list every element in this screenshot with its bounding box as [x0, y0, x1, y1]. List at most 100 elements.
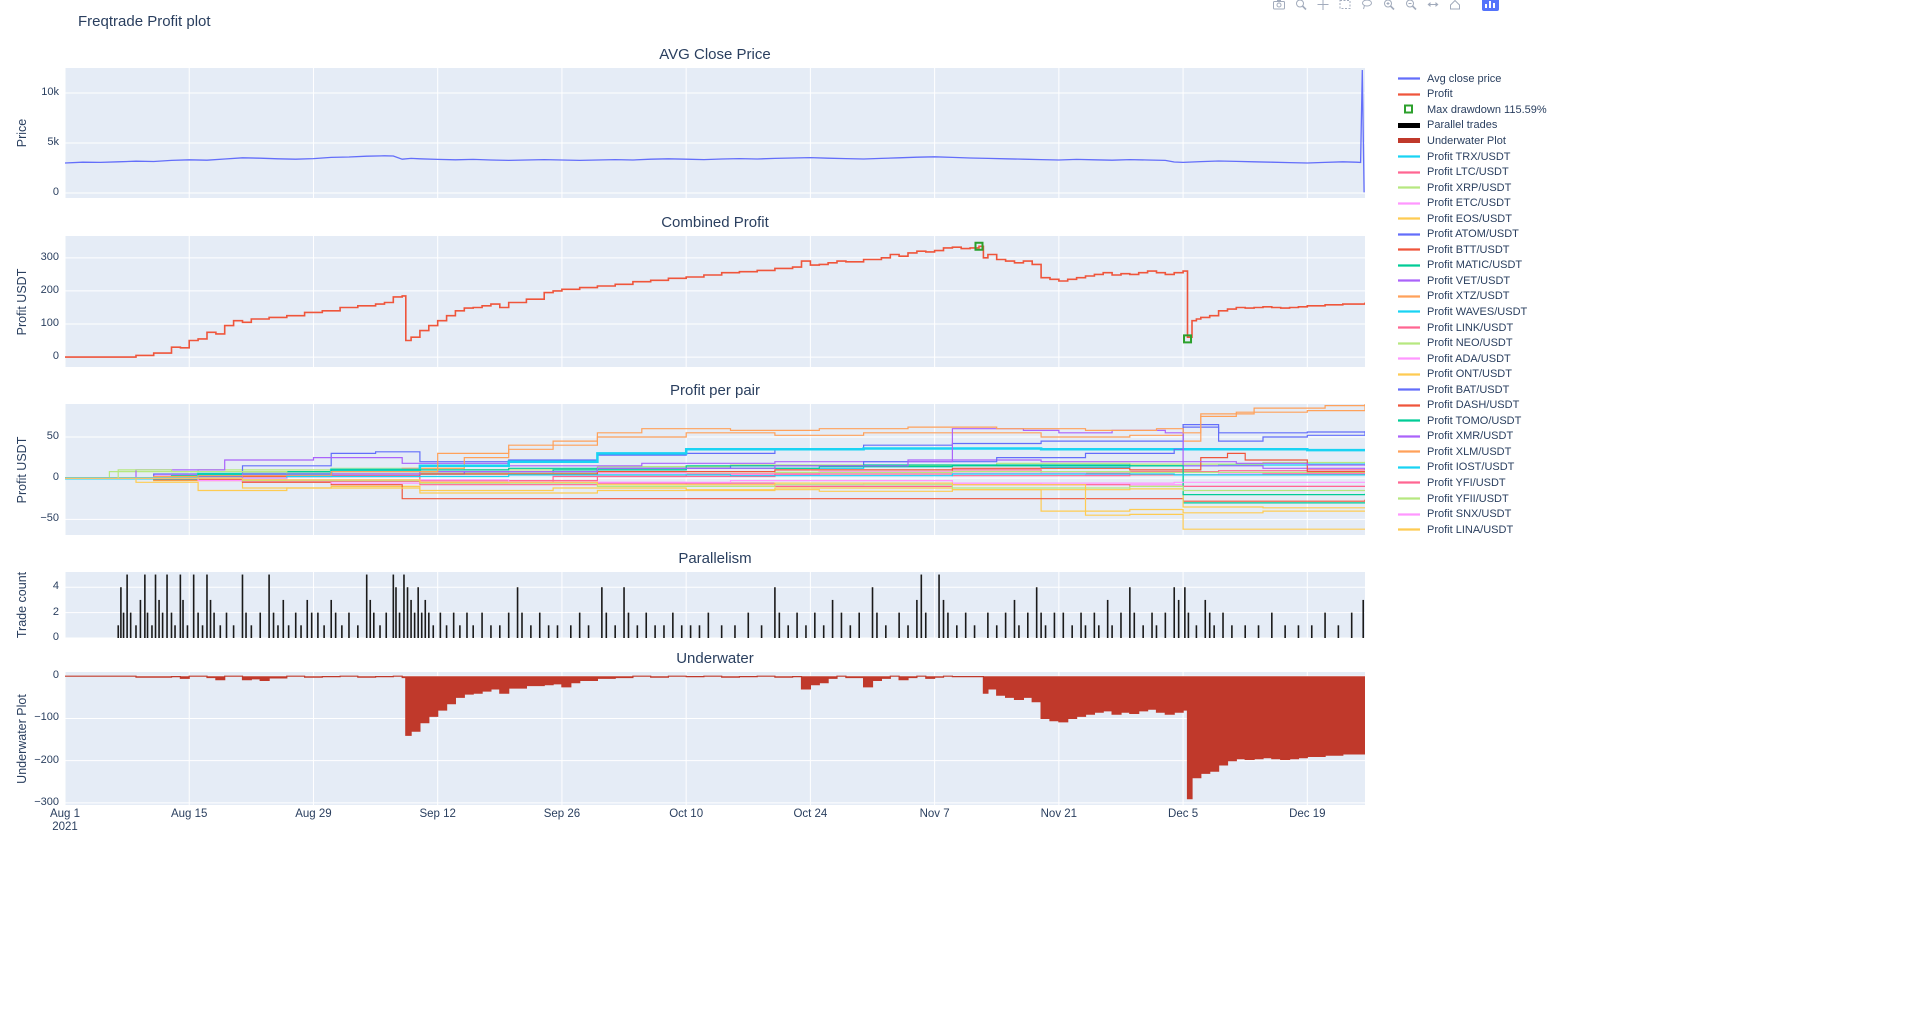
legend-item-profit-yfii-usdt[interactable]: Profit YFII/USDT — [1396, 491, 1547, 507]
legend-item-profit-xlm-usdt[interactable]: Profit XLM/USDT — [1396, 444, 1547, 460]
xaxis-tick-label: Aug 29 — [295, 808, 332, 820]
legend-item-profit-link-usdt[interactable]: Profit LINK/USDT — [1396, 320, 1547, 336]
trade-count-bar — [186, 625, 189, 638]
legend-item-profit-trx-usdt[interactable]: Profit TRX/USDT — [1396, 149, 1547, 165]
trade-count-bar — [995, 625, 998, 638]
trade-count-bar — [192, 574, 195, 638]
box-select-icon[interactable] — [1338, 0, 1352, 11]
trade-count-bar — [1184, 587, 1186, 638]
combined-profit-background — [65, 236, 1365, 367]
legend-item-avg-close-price[interactable]: Avg close price — [1396, 71, 1547, 87]
legend-item-profit-bat-usdt[interactable]: Profit BAT/USDT — [1396, 382, 1547, 398]
legend-item-max-drawdown-115-59[interactable]: Max drawdown 115.59% — [1396, 102, 1547, 118]
trade-count-bar — [1173, 587, 1176, 638]
legend-item-profit-iost-usdt[interactable]: Profit IOST/USDT — [1396, 460, 1547, 476]
trade-count-bar — [645, 612, 648, 638]
legend-item-profit-ada-usdt[interactable]: Profit ADA/USDT — [1396, 351, 1547, 367]
legend-item-profit-btt-usdt[interactable]: Profit BTT/USDT — [1396, 242, 1547, 258]
trade-count-bar — [956, 625, 958, 638]
trade-count-bar — [774, 587, 776, 638]
legend-label: Profit BTT/USDT — [1427, 243, 1510, 256]
trade-count-bar — [547, 625, 550, 638]
trade-count-bar — [428, 612, 430, 638]
legend-item-parallel-trades[interactable]: Parallel trades — [1396, 118, 1547, 134]
legend-item-profit-lina-usdt[interactable]: Profit LINA/USDT — [1396, 522, 1547, 538]
series-profit-dash-usdt — [65, 452, 1365, 479]
trade-count-bar — [1310, 625, 1313, 638]
trade-count-bar — [822, 625, 825, 638]
trade-count-bar — [734, 625, 736, 638]
trade-count-bar — [490, 625, 492, 638]
legend-label: Profit NEO/USDT — [1427, 337, 1513, 350]
trade-count-bar — [1133, 612, 1136, 638]
legend-item-profit-neo-usdt[interactable]: Profit NEO/USDT — [1396, 335, 1547, 351]
trade-count-bar — [920, 574, 923, 638]
legend-item-profit-etc-usdt[interactable]: Profit ETC/USDT — [1396, 195, 1547, 211]
legend-line-icon — [1398, 233, 1420, 236]
series-avg-close-price — [65, 69, 1365, 193]
legend-item-profit-waves-usdt[interactable]: Profit WAVES/USDT — [1396, 304, 1547, 320]
pan-icon[interactable] — [1316, 0, 1330, 11]
trade-count-bar — [605, 612, 608, 638]
legend-item-profit-ltc-usdt[interactable]: Profit LTC/USDT — [1396, 164, 1547, 180]
combined-profit-plot[interactable] — [65, 236, 1365, 367]
avg-close-price-plot[interactable] — [65, 68, 1365, 198]
legend-item-profit-eos-usdt[interactable]: Profit EOS/USDT — [1396, 211, 1547, 227]
trade-count-bar — [849, 625, 852, 638]
legend-item-profit-snx-usdt[interactable]: Profit SNX/USDT — [1396, 506, 1547, 522]
zoom-in-icon[interactable] — [1382, 0, 1396, 11]
trade-count-bar — [805, 625, 807, 638]
trade-count-bar — [1244, 625, 1247, 638]
page-title: Freqtrade Profit plot — [78, 13, 211, 30]
trade-count-bar — [1350, 612, 1353, 638]
trade-count-bar — [209, 599, 212, 638]
legend-item-profit-yfi-usdt[interactable]: Profit YFI/USDT — [1396, 475, 1547, 491]
trade-count-bar — [942, 599, 945, 638]
trade-count-bar — [432, 625, 435, 638]
trade-count-bar — [1111, 625, 1113, 638]
legend-item-profit-matic-usdt[interactable]: Profit MATIC/USDT — [1396, 258, 1547, 274]
legend-line-icon — [1398, 466, 1420, 469]
underwater-ytick-label: 0 — [52, 669, 59, 682]
legend-item-profit-dash-usdt[interactable]: Profit DASH/USDT — [1396, 397, 1547, 413]
legend-item-profit-vet-usdt[interactable]: Profit VET/USDT — [1396, 273, 1547, 289]
trade-count-bar — [1093, 612, 1096, 638]
series-profit-xmr-usdt — [65, 428, 1365, 479]
underwater-title: Underwater — [676, 650, 754, 667]
legend-item-profit-ont-usdt[interactable]: Profit ONT/USDT — [1396, 366, 1547, 382]
legend-line-icon — [1398, 310, 1420, 314]
legend-item-underwater-plot[interactable]: Underwater Plot — [1396, 133, 1547, 149]
trade-count-bar — [1231, 625, 1233, 638]
zoom-icon[interactable] — [1294, 0, 1308, 11]
legend-label: Profit SNX/USDT — [1427, 508, 1512, 521]
legend-line-icon — [1398, 93, 1420, 96]
plotly-logo-icon[interactable] — [1482, 0, 1499, 11]
underwater-plot[interactable] — [65, 672, 1365, 805]
trade-count-bar — [760, 625, 763, 638]
legend-line-icon — [1398, 404, 1420, 407]
trade-count-bar — [439, 612, 442, 638]
trade-count-bar — [1129, 587, 1131, 638]
camera-icon[interactable] — [1272, 0, 1286, 11]
autoscale-icon[interactable] — [1426, 0, 1440, 11]
trade-count-bar — [341, 625, 343, 638]
zoom-out-icon[interactable] — [1404, 0, 1418, 11]
lasso-icon[interactable] — [1360, 0, 1374, 11]
legend-line-icon — [1398, 186, 1420, 189]
parallelism-plot[interactable] — [65, 572, 1365, 638]
legend-item-profit-atom-usdt[interactable]: Profit ATOM/USDT — [1396, 226, 1547, 242]
trade-count-bar — [459, 625, 461, 638]
legend-item-profit-xrp-usdt[interactable]: Profit XRP/USDT — [1396, 180, 1547, 196]
reset-icon[interactable] — [1448, 0, 1462, 11]
profit-per-pair-plot[interactable] — [65, 404, 1365, 535]
legend-label: Avg close price — [1427, 72, 1502, 85]
legend-item-profit-tomo-usdt[interactable]: Profit TOMO/USDT — [1396, 413, 1547, 429]
legend-item-profit[interactable]: Profit — [1396, 87, 1547, 103]
legend-item-profit-xtz-usdt[interactable]: Profit XTZ/USDT — [1396, 289, 1547, 305]
trade-count-bar — [516, 587, 519, 638]
trade-count-bar — [310, 612, 313, 638]
trade-count-bar — [1040, 612, 1042, 638]
legend-item-profit-xmr-usdt[interactable]: Profit XMR/USDT — [1396, 429, 1547, 445]
trade-count-bar — [445, 625, 448, 638]
trade-count-bar — [245, 612, 247, 638]
